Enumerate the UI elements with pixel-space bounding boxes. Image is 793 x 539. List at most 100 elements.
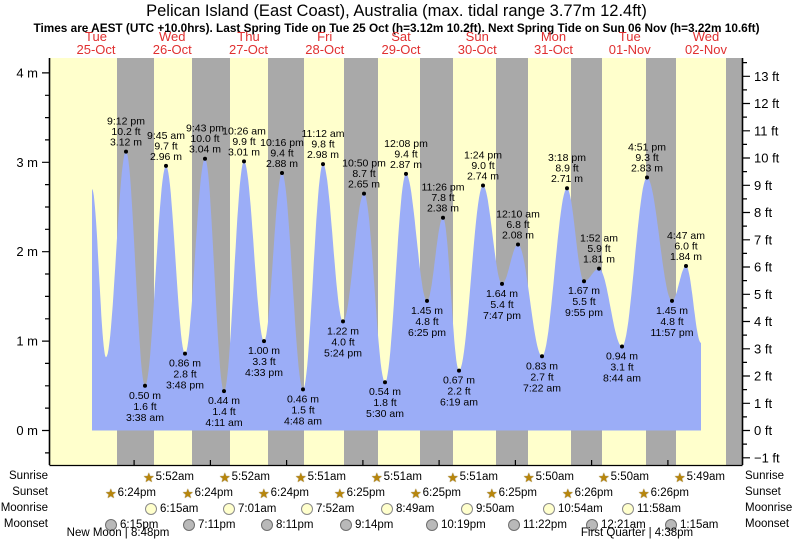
sunset-label-left: Sunset — [12, 486, 48, 498]
day-header-weekday: Wed — [693, 29, 720, 44]
high-tide-label: 3:18 pm — [548, 152, 586, 164]
moonrise-time: 10:54am — [558, 503, 603, 515]
high-tide-label: 5.9 ft — [587, 243, 610, 255]
day-header-date: 28-Oct — [305, 42, 344, 57]
right-axis-tick-label: 8 ft — [754, 205, 772, 220]
high-tide-label: 3.12 m — [110, 137, 142, 149]
moonset-event: 1:15am — [665, 518, 718, 532]
high-tide-label: 10:26 am — [222, 125, 266, 137]
low-tide-label: 4:11 am — [205, 417, 242, 429]
low-tide-label: 1.4 ft — [212, 406, 235, 418]
moonset-event: 10:19pm — [426, 518, 486, 532]
low-tide-dot — [500, 281, 504, 286]
new-moon-annotation: New Moon | 8:48pm — [66, 527, 170, 539]
high-tide-label: 9.0 ft — [471, 160, 494, 172]
moonset-label-left: Moonset — [3, 518, 48, 530]
high-tide-dot — [280, 171, 284, 176]
high-tide-label: 1.81 m — [583, 254, 615, 266]
moonrise-time: 11:58am — [637, 503, 681, 515]
high-tide-label: 12:08 pm — [384, 138, 428, 150]
first-quarter-annotation: First Quarter | 4:38pm — [580, 527, 694, 539]
high-tide-dot — [597, 266, 601, 271]
sunrise-time: 5:51am — [459, 471, 499, 483]
right-axis-tick-label: 0 ft — [754, 423, 772, 438]
sunrise-time: 5:50am — [610, 471, 650, 483]
low-tide-dot — [540, 354, 544, 359]
day-header-date: 25-Oct — [76, 42, 115, 57]
sunrise-time: 5:49am — [686, 471, 726, 483]
sunset-event: ★ 6:26pm — [638, 486, 689, 500]
high-tide-dot — [645, 175, 649, 180]
low-tide-label: 2.8 ft — [173, 369, 196, 381]
moonrise-time: 9:50am — [476, 503, 515, 515]
low-tide-label: 5.4 ft — [490, 299, 513, 311]
low-tide-dot — [262, 339, 266, 344]
low-tide-label: 5:24 pm — [324, 347, 362, 359]
moonrise-time: 7:52am — [316, 503, 355, 515]
moonrise-time: 8:49am — [396, 503, 435, 515]
high-tide-dot — [404, 171, 408, 176]
low-tide-label: 3:38 am — [126, 412, 164, 424]
high-tide-dot — [164, 163, 168, 168]
low-tide-label: 7:22 am — [523, 382, 561, 394]
moonset-circle — [586, 519, 598, 531]
sunset-label-right: Sunset — [745, 486, 781, 498]
sunrise-star: ★ — [674, 469, 686, 485]
sunrise-star: ★ — [219, 469, 231, 485]
day-header-date: 02-Nov — [685, 42, 727, 57]
low-tide-label: 5:30 am — [366, 408, 404, 420]
sunrise-star: ★ — [523, 469, 535, 485]
day-header-date: 29-Oct — [381, 42, 420, 57]
sunrise-time: 5:52am — [231, 471, 271, 483]
day-header-weekday: Wed — [159, 29, 186, 44]
moonrise-time: 7:01am — [238, 503, 277, 515]
moonset-event: 11:22pm — [508, 518, 567, 532]
low-tide-dot — [620, 344, 624, 349]
low-tide-label: 6:25 pm — [408, 327, 446, 339]
moonset-circle — [426, 519, 438, 531]
moonset-circle — [105, 519, 117, 531]
moonset-circle — [261, 519, 273, 531]
high-tide-dot — [362, 191, 366, 196]
day-header-weekday: Tue — [619, 29, 641, 44]
day-header-weekday: Mon — [541, 29, 566, 44]
sunset-event: ★ 6:26pm — [562, 486, 613, 500]
sunset-star: ★ — [638, 485, 650, 501]
high-tide-label: 10:50 pm — [342, 158, 386, 170]
moonset-circle — [340, 519, 352, 531]
sunrise-time: 5:52am — [155, 471, 195, 483]
sunrise-star: ★ — [598, 469, 610, 485]
right-axis-tick-label: 7 ft — [754, 232, 772, 247]
low-tide-label: 11:57 pm — [651, 327, 694, 339]
left-axis-tick-label: 2 m — [16, 244, 38, 259]
day-header-date: 30-Oct — [458, 42, 497, 57]
high-tide-dot — [516, 242, 520, 247]
high-tide-label: 10.0 ft — [190, 133, 219, 145]
high-tide-label: 12:10 am — [496, 209, 540, 221]
sunrise-star: ★ — [143, 469, 155, 485]
moonset-event: 8:11pm — [261, 518, 314, 532]
moonset-time: 6:15pm — [120, 519, 159, 531]
moonrise-event: 9:50am — [461, 502, 514, 516]
low-tide-label: 0.54 m — [369, 386, 401, 398]
sunset-event: ★ 6:24pm — [182, 486, 233, 500]
sunset-event: ★ 6:24pm — [258, 486, 309, 500]
moonrise-event: 7:52am — [301, 502, 354, 516]
left-axis-tick-label: 4 m — [16, 65, 38, 80]
page-title: Pelican Island (East Coast), Australia (… — [146, 2, 647, 20]
low-tide-label: 0.46 m — [287, 393, 319, 405]
high-tide-label: 4:51 pm — [628, 141, 666, 153]
moonset-event: 7:11pm — [183, 518, 236, 532]
low-tide-dot — [341, 319, 345, 324]
moonrise-circle — [622, 503, 634, 515]
low-tide-dot — [670, 298, 674, 303]
right-axis-tick-label: 5 ft — [754, 287, 772, 302]
sunrise-event: ★ 5:52am — [143, 470, 194, 484]
left-axis-tick-label: 0 m — [16, 423, 38, 438]
moonset-event: 12:21am — [586, 518, 646, 532]
high-tide-label: 9.3 ft — [635, 152, 658, 164]
high-tide-label: 2.08 m — [502, 230, 534, 242]
high-tide-label: 2.96 m — [150, 151, 182, 163]
high-tide-label: 2.71 m — [551, 173, 583, 185]
